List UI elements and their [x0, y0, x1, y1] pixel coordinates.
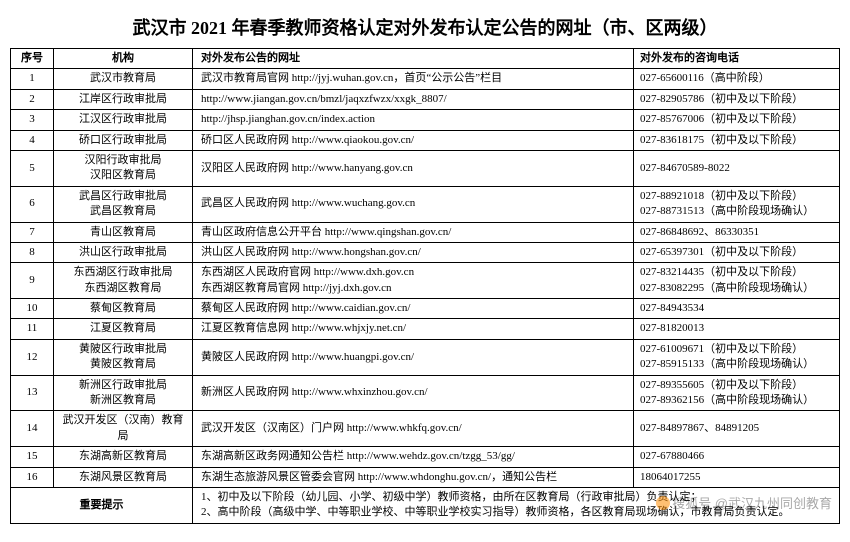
cell-org: 江夏区教育局 [54, 319, 193, 339]
cell-seq: 1 [11, 69, 54, 89]
cell-seq: 15 [11, 447, 54, 467]
cell-tel: 027-82905786（初中及以下阶段） [634, 89, 840, 109]
cell-tel: 027-81820013 [634, 319, 840, 339]
cell-tel: 027-61009671（初中及以下阶段）027-85915133（高中阶段现场… [634, 339, 840, 375]
cell-tel: 027-89355605（初中及以下阶段）027-89362156（高中阶段现场… [634, 375, 840, 411]
cell-url: 蔡甸区人民政府网 http://www.caidian.gov.cn/ [193, 299, 634, 319]
cell-url: http://www.jiangan.gov.cn/bmzl/jaqxzfwzx… [193, 89, 634, 109]
cell-tel: 027-84897867、84891205 [634, 411, 840, 447]
cell-url: 黄陂区人民政府网 http://www.huangpi.gov.cn/ [193, 339, 634, 375]
col-header-tel: 对外发布的咨询电话 [634, 49, 840, 69]
cell-url: 武昌区人民政府网 http://www.wuchang.gov.cn [193, 186, 634, 222]
cell-url: 东湖生态旅游风景区管委会官网 http://www.whdonghu.gov.c… [193, 467, 634, 487]
table-row: 11江夏区教育局江夏区教育信息网 http://www.whjxjy.net.c… [11, 319, 840, 339]
cell-tel: 027-84670589-8022 [634, 150, 840, 186]
table-row: 5汉阳行政审批局汉阳区教育局汉阳区人民政府网 http://www.hanyan… [11, 150, 840, 186]
cell-seq: 5 [11, 150, 54, 186]
cell-org: 新洲区行政审批局新洲区教育局 [54, 375, 193, 411]
cell-url: 硚口区人民政府网 http://www.qiaokou.gov.cn/ [193, 130, 634, 150]
cell-url: 东湖高新区政务网通知公告栏 http://www.wehdz.gov.cn/tz… [193, 447, 634, 467]
cell-seq: 12 [11, 339, 54, 375]
cell-url: 汉阳区人民政府网 http://www.hanyang.gov.cn [193, 150, 634, 186]
table-row: 12黄陂区行政审批局黄陂区教育局黄陂区人民政府网 http://www.huan… [11, 339, 840, 375]
info-table: 序号 机构 对外发布公告的网址 对外发布的咨询电话 1武汉市教育局武汉市教育局官… [10, 48, 840, 524]
cell-tel: 027-65600116（高中阶段） [634, 69, 840, 89]
cell-url: 武汉开发区（汉南区）门户网 http://www.whkfq.gov.cn/ [193, 411, 634, 447]
table-row: 1武汉市教育局武汉市教育局官网 http://jyj.wuhan.gov.cn，… [11, 69, 840, 89]
cell-org: 武汉开发区（汉南）教育局 [54, 411, 193, 447]
cell-org: 东西湖区行政审批局东西湖区教育局 [54, 263, 193, 299]
cell-seq: 9 [11, 263, 54, 299]
note-row: 重要提示 1、初中及以下阶段（幼儿园、小学、初级中学）教师资格，由所在区教育局（… [11, 487, 840, 523]
cell-tel: 027-86848692、86330351 [634, 222, 840, 242]
table-row: 14武汉开发区（汉南）教育局武汉开发区（汉南区）门户网 http://www.w… [11, 411, 840, 447]
cell-url: 洪山区人民政府网 http://www.hongshan.gov.cn/ [193, 242, 634, 262]
table-header-row: 序号 机构 对外发布公告的网址 对外发布的咨询电话 [11, 49, 840, 69]
cell-org: 蔡甸区教育局 [54, 299, 193, 319]
cell-tel: 027-88921018（初中及以下阶段）027-88731513（高中阶段现场… [634, 186, 840, 222]
col-header-org: 机构 [54, 49, 193, 69]
cell-seq: 8 [11, 242, 54, 262]
cell-seq: 11 [11, 319, 54, 339]
table-row: 10蔡甸区教育局蔡甸区人民政府网 http://www.caidian.gov.… [11, 299, 840, 319]
cell-seq: 2 [11, 89, 54, 109]
table-row: 6武昌区行政审批局武昌区教育局武昌区人民政府网 http://www.wucha… [11, 186, 840, 222]
cell-seq: 3 [11, 110, 54, 130]
cell-seq: 10 [11, 299, 54, 319]
cell-seq: 6 [11, 186, 54, 222]
cell-tel: 027-83618175（初中及以下阶段） [634, 130, 840, 150]
cell-seq: 13 [11, 375, 54, 411]
cell-org: 汉阳行政审批局汉阳区教育局 [54, 150, 193, 186]
cell-org: 黄陂区行政审批局黄陂区教育局 [54, 339, 193, 375]
cell-tel: 027-83214435（初中及以下阶段）027-83082295（高中阶段现场… [634, 263, 840, 299]
cell-tel: 027-85767006（初中及以下阶段） [634, 110, 840, 130]
cell-seq: 7 [11, 222, 54, 242]
note-label: 重要提示 [11, 487, 193, 523]
cell-tel: 18064017255 [634, 467, 840, 487]
cell-seq: 4 [11, 130, 54, 150]
table-row: 16东湖风景区教育局东湖生态旅游风景区管委会官网 http://www.whdo… [11, 467, 840, 487]
table-row: 15东湖高新区教育局东湖高新区政务网通知公告栏 http://www.wehdz… [11, 447, 840, 467]
cell-org: 硚口区行政审批局 [54, 130, 193, 150]
page-title: 武汉市 2021 年春季教师资格认定对外发布认定公告的网址（市、区两级） [10, 14, 840, 40]
cell-org: 东湖风景区教育局 [54, 467, 193, 487]
col-header-seq: 序号 [11, 49, 54, 69]
cell-url: http://jhsp.jianghan.gov.cn/index.action [193, 110, 634, 130]
table-row: 8洪山区行政审批局洪山区人民政府网 http://www.hongshan.go… [11, 242, 840, 262]
table-row: 2江岸区行政审批局http://www.jiangan.gov.cn/bmzl/… [11, 89, 840, 109]
cell-org: 青山区教育局 [54, 222, 193, 242]
cell-seq: 16 [11, 467, 54, 487]
cell-url: 武汉市教育局官网 http://jyj.wuhan.gov.cn，首页“公示公告… [193, 69, 634, 89]
cell-seq: 14 [11, 411, 54, 447]
cell-tel: 027-67880466 [634, 447, 840, 467]
cell-org: 武汉市教育局 [54, 69, 193, 89]
note-body: 1、初中及以下阶段（幼儿园、小学、初级中学）教师资格，由所在区教育局（行政审批局… [193, 487, 840, 523]
cell-tel: 027-65397301（初中及以下阶段） [634, 242, 840, 262]
col-header-url: 对外发布公告的网址 [193, 49, 634, 69]
cell-org: 武昌区行政审批局武昌区教育局 [54, 186, 193, 222]
cell-url: 东西湖区人民政府官网 http://www.dxh.gov.cn东西湖区教育局官… [193, 263, 634, 299]
cell-org: 江岸区行政审批局 [54, 89, 193, 109]
table-row: 13新洲区行政审批局新洲区教育局新洲区人民政府网 http://www.whxi… [11, 375, 840, 411]
cell-tel: 027-84943534 [634, 299, 840, 319]
cell-url: 青山区政府信息公开平台 http://www.qingshan.gov.cn/ [193, 222, 634, 242]
table-row: 7青山区教育局青山区政府信息公开平台 http://www.qingshan.g… [11, 222, 840, 242]
cell-org: 洪山区行政审批局 [54, 242, 193, 262]
cell-url: 新洲区人民政府网 http://www.whxinzhou.gov.cn/ [193, 375, 634, 411]
cell-url: 江夏区教育信息网 http://www.whjxjy.net.cn/ [193, 319, 634, 339]
cell-org: 东湖高新区教育局 [54, 447, 193, 467]
table-row: 3江汉区行政审批局http://jhsp.jianghan.gov.cn/ind… [11, 110, 840, 130]
table-row: 9东西湖区行政审批局东西湖区教育局东西湖区人民政府官网 http://www.d… [11, 263, 840, 299]
cell-org: 江汉区行政审批局 [54, 110, 193, 130]
table-row: 4硚口区行政审批局硚口区人民政府网 http://www.qiaokou.gov… [11, 130, 840, 150]
